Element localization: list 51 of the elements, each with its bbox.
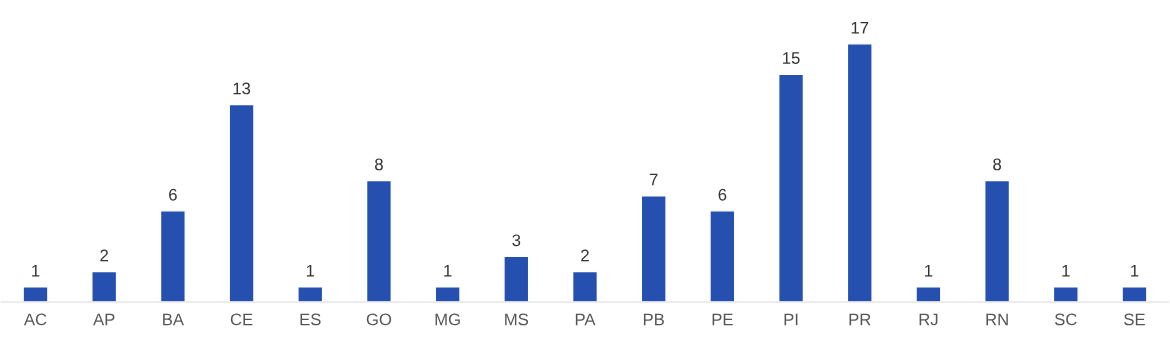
bar: [640, 194, 667, 302]
bar: [846, 43, 873, 302]
x-tick-label: RN: [986, 313, 1008, 326]
data-label: 15: [783, 52, 800, 64]
data-label: 8: [993, 158, 1002, 171]
bar: [709, 210, 736, 302]
data-label: 3: [512, 234, 521, 247]
bar: [984, 179, 1011, 302]
bar: [159, 210, 186, 302]
x-tick-label: MG: [435, 313, 460, 326]
x-tick-label: BA: [163, 313, 184, 326]
x-tick-label: CE: [230, 313, 253, 326]
x-tick-label: PB: [643, 313, 664, 326]
data-label: 1: [32, 264, 40, 277]
x-tick-label: PA: [575, 313, 596, 326]
data-label: 7: [649, 173, 658, 186]
data-label: 6: [169, 188, 177, 201]
x-tick-label: AC: [23, 313, 47, 326]
bar: [1052, 286, 1079, 302]
bar: [297, 286, 324, 302]
data-label: 1: [444, 264, 452, 277]
bar: [91, 270, 118, 302]
data-label: 2: [100, 249, 108, 262]
bar: [571, 270, 599, 302]
data-label: 1: [306, 264, 315, 277]
x-tick-label: PI: [784, 313, 798, 326]
bar: [777, 73, 805, 302]
data-label: 1: [1062, 264, 1070, 277]
data-label: 8: [375, 158, 383, 171]
data-label: 13: [233, 82, 251, 95]
data-label: 1: [925, 264, 933, 277]
data-label: 6: [718, 188, 727, 201]
data-label: 17: [851, 22, 869, 34]
x-tick-label: MS: [505, 313, 529, 326]
x-tick-label: RJ: [919, 313, 938, 326]
x-tick-label: SC: [1054, 313, 1077, 326]
x-tick-label: PE: [712, 313, 733, 326]
data-label: 2: [581, 249, 589, 262]
bar: [434, 286, 461, 302]
x-tick-label: PR: [849, 313, 871, 326]
bar: [228, 103, 255, 302]
data-label: 1: [1131, 264, 1139, 277]
bar: [1121, 286, 1148, 302]
bar: [365, 179, 393, 302]
x-tick-label: GO: [366, 313, 392, 326]
x-tick-label: SE: [1124, 313, 1145, 326]
x-tick-label: ES: [300, 313, 321, 326]
x-tick-label: AP: [93, 313, 115, 326]
bar: [22, 286, 49, 302]
bar: [503, 255, 530, 302]
bar: [915, 286, 942, 302]
